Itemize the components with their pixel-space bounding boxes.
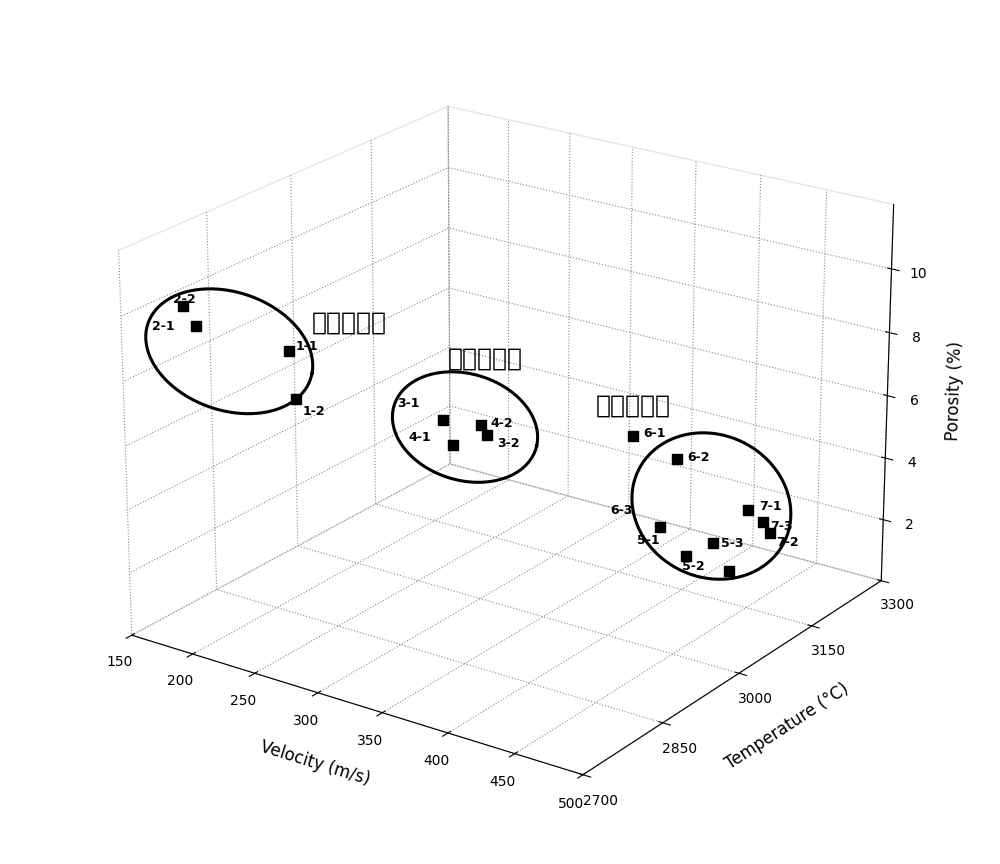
Y-axis label: Temperature (°C): Temperature (°C) (722, 680, 852, 773)
X-axis label: Velocity (m/s): Velocity (m/s) (258, 738, 372, 789)
